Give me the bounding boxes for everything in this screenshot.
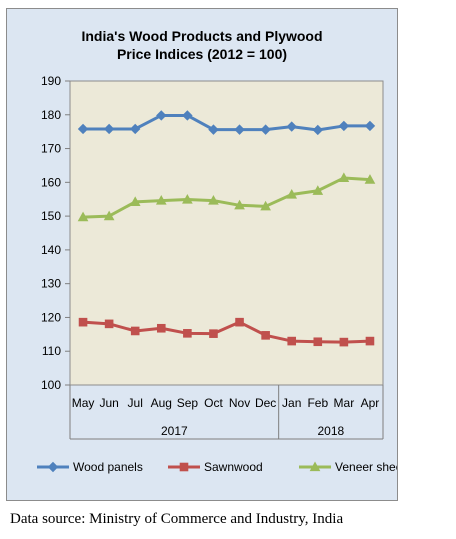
veneer-sheets-point	[286, 188, 298, 199]
veneer-sheets-point	[364, 174, 376, 184]
veneer-sheets-point	[312, 185, 324, 195]
veneer-sheets-point	[260, 200, 271, 211]
legend-marker-veneer-sheets	[309, 461, 321, 472]
sawnwood-point	[104, 319, 114, 329]
chart-title: India's Wood Products and Plywood Price …	[81, 28, 323, 62]
x-tick-label: Apr	[361, 396, 380, 410]
sawnwood-point	[78, 317, 88, 327]
y-tick-label: 100	[41, 378, 61, 392]
veneer-sheets-point	[103, 210, 115, 221]
wood-panels-point	[260, 124, 271, 135]
wood-panels-point	[182, 110, 193, 121]
wood-panels-point	[103, 123, 115, 135]
wood-panels-point	[364, 120, 376, 132]
veneer-sheets-point	[77, 211, 89, 222]
wood-panels-point	[77, 123, 89, 135]
year-group-label: 2018	[317, 424, 344, 438]
wood-panels-point	[338, 120, 350, 132]
y-tick-label: 140	[41, 243, 61, 257]
y-tick-label: 130	[41, 277, 61, 291]
x-tick-label: Jan	[282, 396, 301, 410]
legend-marker-sawnwood	[179, 462, 189, 472]
plot-area	[69, 80, 384, 386]
sawnwood-point	[287, 336, 297, 346]
sawnwood-point	[130, 326, 140, 336]
y-tick-label: 160	[41, 175, 61, 189]
x-tick-label: Mar	[334, 396, 355, 410]
veneer-sheets-point	[182, 194, 193, 204]
x-tick-label: Jun	[99, 396, 118, 410]
sawnwood-point	[183, 329, 192, 338]
sawnwood-point	[261, 331, 270, 340]
wood-panels-point	[208, 124, 219, 135]
sawnwood-point	[313, 337, 323, 347]
sawnwood-point	[156, 323, 166, 333]
veneer-sheets-point	[338, 172, 350, 183]
year-group-label: 2017	[161, 424, 188, 438]
legend-marker-wood-panels	[47, 461, 59, 473]
line-chart: 100 110 120 130 140 150 160 170 180 190 May Jun Jul A…	[37, 74, 397, 474]
wood-panels-point	[234, 124, 245, 135]
x-tick-label: Sep	[177, 396, 199, 410]
veneer-sheets-point	[234, 199, 245, 210]
wood-panels-point	[156, 110, 167, 121]
legend-label-wood-panels: Wood panels	[73, 460, 143, 474]
sawnwood-point	[235, 317, 244, 327]
sawnwood-point	[339, 337, 349, 347]
veneer-sheets-point	[208, 195, 219, 205]
wood-panels-point	[312, 124, 323, 136]
sawnwood-point	[365, 336, 375, 346]
wood-panels-point	[130, 123, 141, 135]
legend-label-veneer-sheets: Veneer sheets	[335, 460, 397, 474]
source-note: Data source: Ministry of Commerce and In…	[10, 511, 344, 527]
x-tick-label: May	[72, 396, 95, 410]
y-tick-label: 180	[41, 108, 61, 122]
y-tick-label: 120	[41, 310, 61, 324]
y-tick-label: 170	[41, 142, 61, 156]
chart-frame: India's Wood Products and Plywood Price …	[6, 8, 398, 501]
sawnwood-series-line	[82, 320, 371, 344]
veneer-sheets-point	[129, 196, 141, 207]
wood-panels-point	[286, 121, 297, 132]
legend-label-sawnwood: Sawnwood	[204, 460, 263, 474]
x-tick-label: Dec	[255, 396, 276, 410]
x-tick-label: Nov	[229, 396, 250, 410]
veneer-sheets-point	[155, 195, 167, 205]
y-tick-label: 190	[41, 74, 61, 88]
sawnwood-point	[209, 329, 218, 338]
x-tick-label: Feb	[307, 396, 328, 410]
x-tick-label: Oct	[204, 396, 223, 410]
x-tick-label: Jul	[128, 396, 143, 410]
y-tick-label: 110	[42, 344, 61, 358]
x-tick-label: Aug	[151, 396, 172, 410]
y-tick-label: 150	[41, 209, 61, 223]
